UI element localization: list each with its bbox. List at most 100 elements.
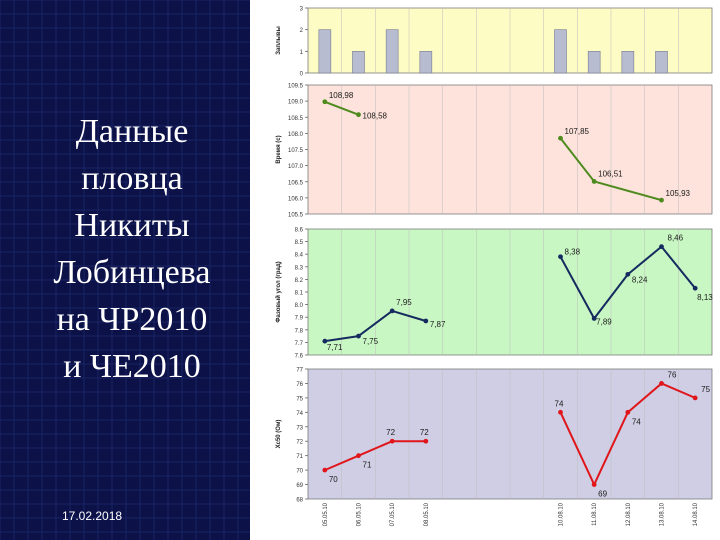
x-tick-label: 13.08.10: [660, 502, 666, 526]
data-label: 69: [598, 490, 607, 499]
data-label: 75: [701, 385, 710, 394]
bar: [621, 51, 635, 74]
y-tick-label: 8.2: [295, 278, 304, 284]
data-point: [322, 338, 328, 344]
data-point: [659, 381, 664, 386]
data-point: [356, 112, 361, 118]
y-tick-label: 108.0: [288, 132, 304, 138]
x-tick-label: 07.05.10: [390, 502, 396, 526]
slide-date: 17.02.2018: [62, 509, 123, 523]
bar: [655, 51, 668, 74]
y-tick-label: 0: [300, 72, 304, 78]
series-line: [358, 440, 393, 457]
data-point: [692, 395, 698, 401]
series-line: [324, 454, 359, 472]
data-label: 107,85: [565, 127, 590, 136]
series-line: [559, 137, 595, 183]
y-tick-label: 8.4: [295, 253, 304, 259]
data-point: [389, 308, 395, 314]
y-tick-label: 8.0: [295, 303, 304, 309]
data-label: 108,58: [363, 112, 388, 121]
data-point: [558, 409, 563, 415]
data-label: 74: [555, 399, 564, 408]
series-line: [593, 180, 662, 202]
data-point: [591, 482, 597, 487]
slide-title: Данные пловца Никиты Лобинцева на ЧР2010…: [53, 113, 211, 385]
data-label: 108,98: [329, 91, 354, 100]
chart-panel-4: 77 76 75 74 73 72 71 70 69 68 Xc50 (Ом) 70 71 72 72 74 6…: [276, 368, 713, 526]
y-tick-label: 76: [296, 382, 303, 388]
y-tick-label: 7.9: [295, 316, 304, 322]
data-point: [322, 467, 328, 473]
series-line: [593, 411, 629, 485]
bar: [318, 29, 332, 74]
bar: [352, 51, 365, 74]
y-tick-label: 8.6: [295, 228, 304, 234]
series-line: [559, 411, 596, 485]
series-line: [357, 310, 393, 337]
chart-panel-3: 8.6 8.5 8.4 8.3 8.2 8.1 8.0 7.9 7.8 7.7 7.6 Фазовый…: [275, 228, 713, 360]
y-tick-label: 8.1: [295, 291, 304, 297]
data-label: 7,71: [327, 343, 343, 352]
data-label: 8,13: [697, 293, 713, 302]
y-tick-label: 108.5: [288, 116, 304, 122]
y-tick-label: 7.8: [295, 328, 304, 334]
x-tick-label: 08.05.10: [424, 502, 430, 526]
y-tick-label: 7.7: [295, 341, 304, 347]
y-tick-label: 69: [296, 483, 303, 489]
y-tick-label: 77: [296, 368, 303, 374]
bar: [385, 29, 399, 74]
bar: [587, 51, 601, 74]
data-label: 8,24: [632, 275, 648, 284]
data-label: 7,89: [596, 317, 612, 326]
y-tick-label: 71: [296, 454, 303, 460]
grid-pattern: [0, 0, 250, 540]
data-point: [356, 453, 361, 459]
data-label: 70: [329, 475, 338, 484]
y-tick-label: 72: [296, 440, 303, 446]
data-point: [423, 438, 429, 444]
data-label: 8,46: [668, 234, 684, 243]
data-point: [625, 409, 631, 415]
data-label: 106,51: [598, 169, 623, 178]
y-tick-label: 2: [300, 28, 304, 34]
y-tick-label: 109.0: [288, 100, 304, 106]
y-tick-label: 8.3: [295, 265, 304, 271]
y-tick-label: 8.5: [295, 240, 304, 246]
data-point: [591, 316, 597, 321]
y-axis-title: Xc50 (Ом): [276, 420, 282, 449]
chart-panel-1: 3 2 1 0 Заплывы: [276, 7, 713, 78]
series-line: [660, 246, 696, 289]
y-tick-label: 1: [300, 50, 304, 56]
data-label: 7,95: [396, 298, 412, 307]
y-tick-label: 107.5: [288, 148, 304, 154]
series-line: [324, 335, 359, 343]
data-point: [356, 333, 361, 339]
x-tick-label: 12.08.10: [626, 502, 632, 526]
data-label: 7,75: [363, 337, 379, 346]
charts-area: 3 2 1 0 Заплывы 109.5 109.0 108.5 108.0 107.5 107.…: [250, 0, 720, 540]
series-line: [593, 273, 629, 320]
x-tick-label: 11.08.10: [592, 502, 598, 526]
y-tick-label: 7.6: [295, 354, 304, 360]
y-axis-title: Фазовый угол (град): [275, 261, 282, 322]
data-point: [322, 99, 328, 105]
y-tick-label: 68: [296, 498, 303, 504]
data-point: [423, 318, 429, 324]
x-tick-label: 06.05.10: [357, 502, 363, 526]
y-tick-label: 105.5: [288, 213, 304, 219]
data-label: 74: [632, 417, 641, 426]
y-axis-title: Заплывы: [276, 26, 282, 54]
x-tick-label: 05.05.10: [323, 502, 329, 526]
bar: [554, 29, 567, 74]
series-line: [559, 256, 596, 319]
data-label: 72: [420, 428, 429, 437]
x-tick-label: 10.08.10: [559, 502, 565, 526]
series-line: [627, 382, 663, 414]
bar: [419, 51, 433, 74]
data-point: [389, 438, 395, 444]
y-tick-label: 75: [296, 396, 303, 402]
data-point: [659, 244, 664, 250]
chart-panel-2: 109.5 109.0 108.5 108.0 107.5 107.0 106.5 106.0…: [276, 84, 713, 219]
data-label: 72: [386, 428, 395, 437]
